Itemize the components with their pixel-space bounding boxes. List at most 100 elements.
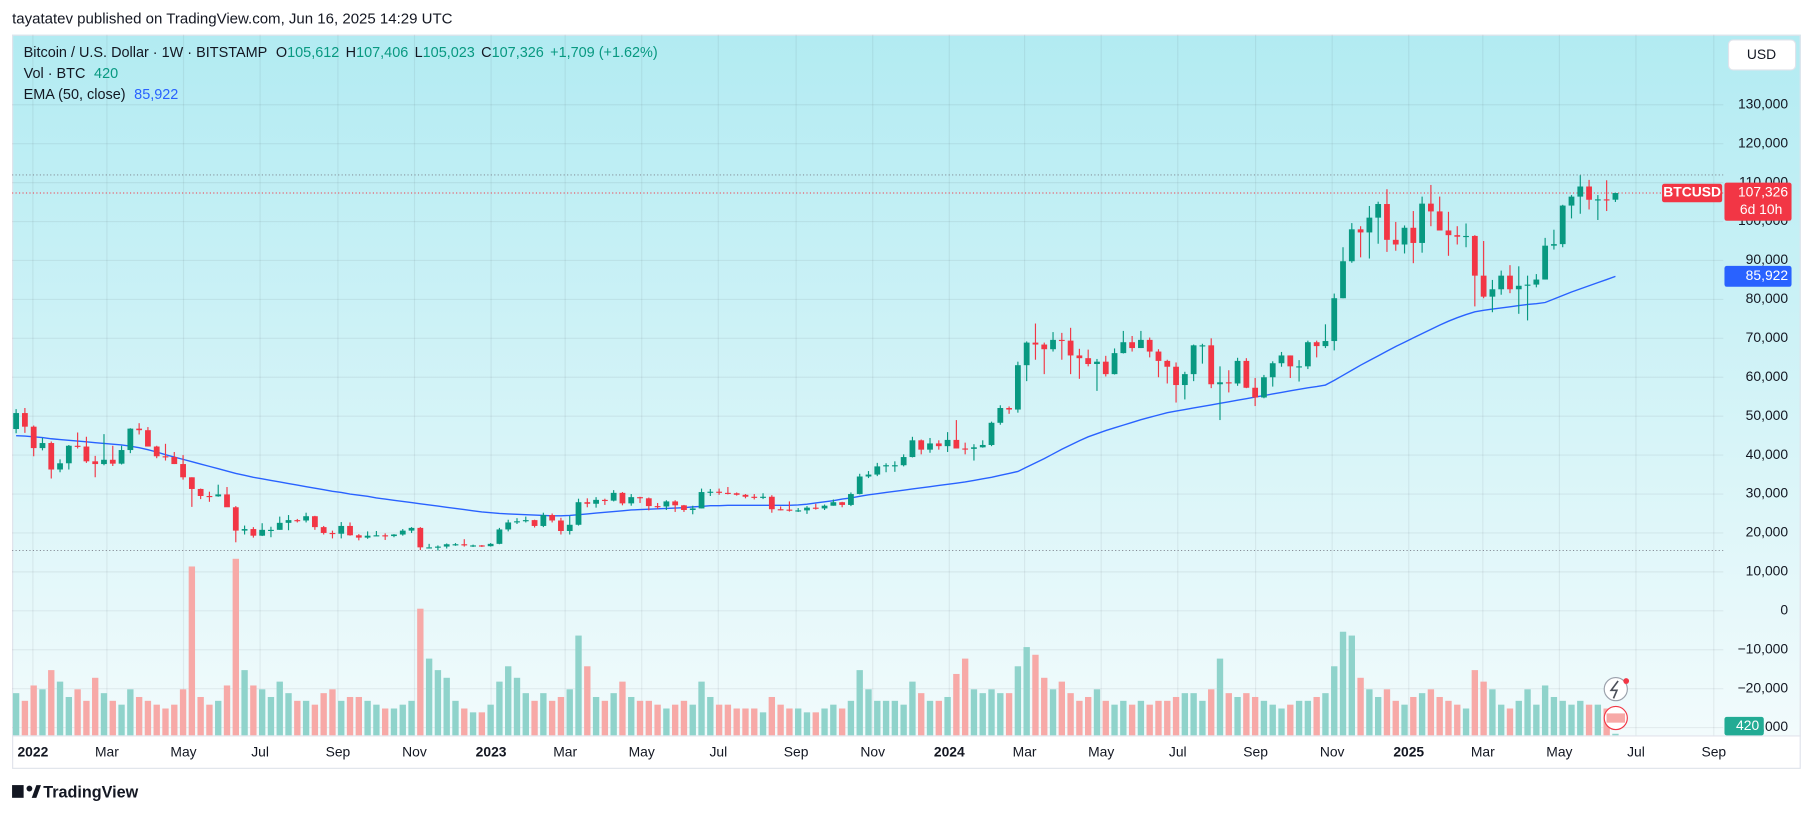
candle-body (716, 491, 722, 493)
volume-bar (874, 700, 881, 736)
volume-bar (1295, 700, 1303, 736)
volume-bar (557, 696, 565, 736)
volume-bar (1181, 693, 1189, 736)
candle-body (1568, 196, 1575, 206)
candle-body (927, 443, 933, 450)
candle-body (909, 440, 916, 458)
candle-body (188, 477, 195, 489)
volume-bar (944, 696, 951, 736)
volume-bar (1146, 704, 1153, 736)
candle-body (1401, 227, 1408, 245)
candle-body (452, 544, 459, 546)
volume-bar (1260, 700, 1268, 736)
alert-icon[interactable] (1603, 676, 1628, 702)
volume-bar (1524, 689, 1531, 736)
volume-bar (425, 658, 433, 736)
volume-bar (21, 700, 29, 736)
candle-body (355, 535, 362, 538)
volume-bar (1436, 696, 1443, 736)
volume-bar (329, 689, 336, 736)
volume-bar (1331, 666, 1338, 736)
candle-body (13, 413, 19, 430)
candle-body (1138, 339, 1144, 349)
volume-name: Vol · BTC (24, 66, 86, 82)
volume-bar (1506, 708, 1514, 736)
volume-bar (645, 700, 652, 736)
candle-body (1006, 407, 1012, 410)
volume-bar (478, 712, 486, 736)
volume-bar (1269, 704, 1276, 736)
candle-body (1331, 298, 1338, 342)
volume-bar (1410, 696, 1417, 736)
candle-body (777, 509, 784, 511)
candle-body (1594, 199, 1601, 201)
volume-bar (232, 558, 239, 736)
volume-bar (1164, 700, 1171, 736)
candle-body (610, 492, 617, 501)
volume-bar (1322, 693, 1329, 736)
candle-body (487, 543, 494, 547)
volume-bar (390, 708, 398, 736)
candle-body (1454, 235, 1461, 237)
currency-button[interactable] (1727, 39, 1797, 71)
candle-body (478, 545, 485, 547)
candle-body (1357, 229, 1364, 233)
candle-body (426, 547, 433, 549)
candle-body (874, 466, 881, 475)
volume-bar (1498, 704, 1505, 736)
candle-body (1067, 340, 1074, 356)
volume-bar (812, 712, 819, 736)
candle-body (944, 439, 951, 447)
volume-bar (346, 696, 354, 736)
candle-body (988, 422, 995, 445)
ohlc-key: L (415, 45, 423, 61)
candle-body (681, 505, 687, 510)
candle-body (92, 461, 99, 465)
candle-body (39, 443, 46, 449)
candle-body (698, 492, 705, 509)
volume-bar (408, 700, 415, 736)
y-tick-label: −10,000 (1738, 640, 1789, 656)
volume-bar (548, 700, 556, 736)
candle-body (593, 499, 599, 504)
symbol-title: Bitcoin / U.S. Dollar · 1W · BITSTAMP (24, 45, 268, 61)
volume-bar (1515, 700, 1522, 736)
volume-bar (1225, 693, 1232, 736)
candle-body (1058, 339, 1065, 342)
candle-body (311, 516, 318, 528)
ema-line (16, 275, 1616, 517)
volume-bar (698, 681, 705, 736)
candle-body (1296, 366, 1302, 368)
candle-body (320, 527, 327, 533)
candle-body (285, 520, 292, 523)
volume-bar (250, 685, 257, 736)
candle-body (505, 522, 512, 530)
logo-mark (12, 785, 24, 798)
volume-bar (628, 696, 635, 736)
volume-bar (109, 700, 116, 736)
volume-bar (320, 693, 327, 736)
candle-body (1208, 345, 1215, 385)
candle-body (733, 493, 740, 495)
candle-body (514, 521, 520, 523)
candle-body (162, 456, 169, 458)
candle-body (250, 529, 257, 536)
ema-value: 85,922 (134, 87, 178, 103)
candle-body (57, 463, 63, 470)
candle-body (145, 430, 151, 447)
currency-label[interactable]: USD (1747, 46, 1776, 62)
candle-body (1322, 341, 1329, 347)
volume-bar (1585, 704, 1593, 736)
volume-bar (926, 700, 934, 736)
volume-bar (1559, 700, 1566, 736)
volume-bar (1120, 700, 1127, 736)
candle-body (461, 544, 468, 546)
volume-bar (777, 704, 784, 736)
volume-bar (118, 704, 125, 736)
volume-bar (856, 670, 863, 736)
ema-tag-label: 85,922 (1746, 267, 1789, 283)
volume-bar (724, 704, 732, 736)
candle-body (1471, 235, 1478, 276)
volume-bar (1348, 635, 1355, 736)
volume-bar (619, 681, 626, 736)
